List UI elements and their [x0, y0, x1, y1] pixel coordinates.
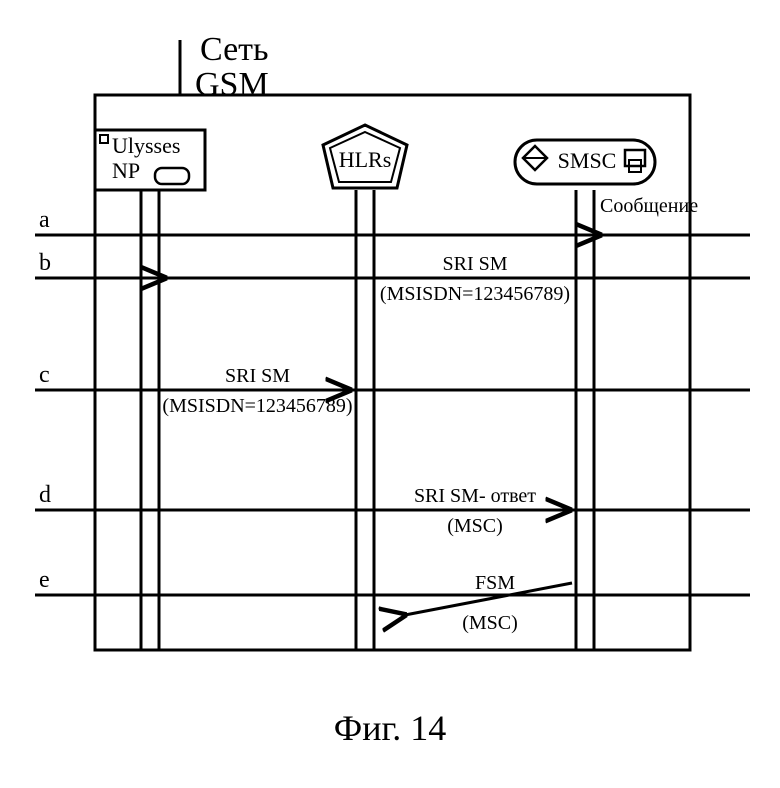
msg-c-bot: (MSISDN=123456789)	[162, 395, 352, 417]
msg-e-top: FSM	[475, 572, 515, 594]
background	[0, 0, 780, 788]
msg-d-top: SRI SM- ответ	[414, 485, 536, 507]
row-label-d: d	[39, 482, 51, 508]
figure-caption: Фиг. 14	[334, 708, 446, 748]
msg-e-bot: (MSC)	[462, 612, 518, 634]
msg-b-top: SRI SM	[442, 253, 507, 275]
title-line1: Сеть	[200, 31, 269, 68]
ulysses-label-2: NP	[112, 158, 140, 183]
entry-label: Сообщение	[600, 195, 698, 217]
hlrs-label: HLRs	[339, 147, 392, 172]
row-label-a: a	[39, 207, 50, 233]
msg-b-bot: (MSISDN=123456789)	[380, 283, 570, 305]
row-label-c: c	[39, 362, 50, 388]
msg-d-bot: (MSC)	[447, 515, 503, 537]
ulysses-label-1: Ulysses	[112, 133, 180, 158]
msg-c-top: SRI SM	[225, 365, 290, 387]
row-label-e: e	[39, 567, 50, 593]
title-line2: GSM	[195, 66, 269, 103]
row-label-b: b	[39, 250, 51, 276]
smsc-label: SMSC	[558, 148, 617, 173]
